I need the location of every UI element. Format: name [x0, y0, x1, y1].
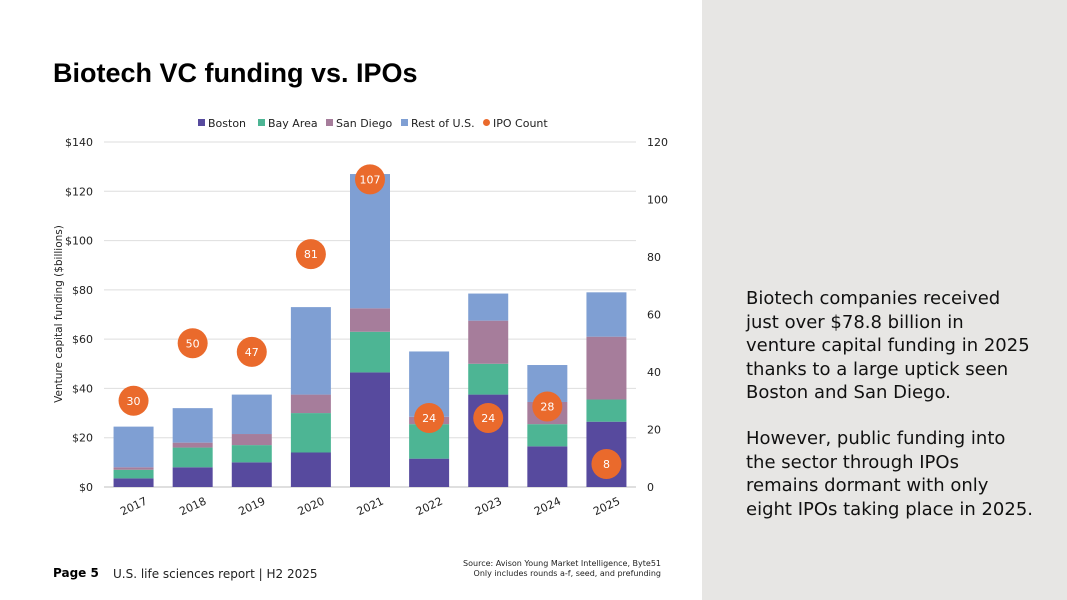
y2-tick-label: 20	[647, 424, 661, 437]
bar-bay-area-2019	[231, 445, 272, 463]
bar-rest-of-u-s-2017	[113, 426, 154, 468]
bar-san-diego-2017	[113, 467, 154, 470]
ipo-label: 24	[422, 412, 436, 425]
ipo-label: 30	[127, 395, 141, 408]
bar-rest-of-u-s-2023	[468, 293, 509, 321]
legend-label: IPO Count	[493, 117, 548, 130]
ipo-marker-2018	[177, 328, 208, 359]
legend-swatch	[198, 119, 205, 126]
source-note: Source: Avison Young Market Intelligence…	[463, 559, 661, 578]
bar-boston-2020	[290, 452, 331, 487]
y-tick-label: $140	[65, 136, 93, 149]
ipo-label: 50	[186, 337, 200, 350]
ipo-marker-2022	[414, 403, 445, 433]
ipo-label: 107	[360, 173, 381, 186]
report-name: U.S. life sciences report | H2 2025	[113, 567, 318, 581]
legend-label: Bay Area	[268, 117, 318, 130]
x-axis: 2017 2018 2019 2020 2021 2022 2023 2024 2025	[118, 495, 622, 519]
bar-bay-area-2025	[586, 399, 627, 422]
summary-paragraph-2: However, public funding into the sector …	[746, 428, 1033, 520]
ipo-marker-2023	[473, 403, 504, 433]
page-title: Biotech VC funding vs. IPOs	[53, 58, 418, 88]
source-line-1: Source: Avison Young Market Intelligence…	[463, 559, 661, 568]
ipo-label: 81	[304, 248, 318, 261]
bar-bay-area-2023	[468, 363, 509, 395]
legend-swatch	[483, 119, 490, 126]
bar-san-diego-2021	[350, 308, 390, 332]
bar-bay-area-2020	[290, 413, 331, 453]
legend-label: Boston	[208, 117, 246, 130]
bar-boston-2024	[527, 446, 568, 487]
ipo-marker-2019	[236, 336, 267, 367]
bar-boston-2022	[409, 458, 450, 487]
ipo-markers: 30 50 47 81 107 24 24 28 8	[118, 164, 622, 479]
bar-bay-area-2018	[172, 447, 213, 468]
chart-legend: Boston Bay Area San Diego Rest of U.S. IPO C…	[198, 117, 548, 130]
legend-label: Rest of U.S.	[411, 117, 475, 130]
y-tick-label: $100	[65, 235, 93, 248]
x-tick-label: 2020	[296, 495, 327, 519]
bar-san-diego-2019	[231, 434, 272, 446]
y-tick-label: $0	[79, 481, 93, 494]
bar-rest-of-u-s-2018	[172, 408, 213, 443]
bar-san-diego-2020	[290, 394, 331, 414]
y2-tick-label: 80	[647, 251, 661, 264]
bar-san-diego-2025	[586, 336, 627, 400]
bar-boston-2019	[231, 462, 272, 487]
ipo-label: 47	[245, 346, 259, 359]
y-axis-label: Venture capital funding ($billions)	[53, 225, 65, 403]
bar-rest-of-u-s-2019	[231, 394, 272, 435]
ipo-marker-2024	[532, 391, 563, 422]
x-tick-label: 2022	[414, 495, 445, 519]
bar-bay-area-2021	[350, 331, 390, 373]
y2-tick-label: 120	[647, 136, 668, 149]
ipo-label: 28	[540, 401, 554, 414]
bar-boston-2018	[172, 467, 213, 487]
bar-bay-area-2024	[527, 424, 568, 447]
y-axis-right: 0 20 40 60 80 100 120	[647, 136, 668, 494]
x-tick-label: 2023	[473, 495, 504, 519]
bar-bay-area-2017	[113, 469, 154, 479]
y-tick-label: $80	[72, 284, 93, 297]
y2-tick-label: 40	[647, 366, 661, 379]
y-axis-left: $0 $20 $40 $60 $80 $100 $120 $140	[65, 136, 93, 494]
y-tick-label: $120	[65, 185, 93, 198]
ipo-marker-2025	[591, 449, 622, 479]
y-tick-label: $40	[72, 382, 93, 395]
y2-tick-label: 100	[647, 194, 668, 207]
summary-paragraph-1: Biotech companies received just over $78…	[746, 288, 1030, 403]
ipo-marker-2020	[295, 239, 326, 270]
legend-label: San Diego	[336, 117, 392, 130]
legend-swatch	[326, 119, 333, 126]
x-tick-label: 2025	[591, 495, 622, 519]
y2-tick-label: 60	[647, 309, 661, 322]
source-line-2: Only includes rounds a-f, seed, and pref…	[473, 568, 661, 578]
y-tick-label: $60	[72, 333, 93, 346]
bar-rest-of-u-s-2020	[290, 307, 331, 395]
bar-san-diego-2023	[468, 320, 509, 364]
ipo-label: 8	[603, 458, 610, 471]
x-tick-label: 2018	[177, 495, 208, 519]
y2-tick-label: 0	[647, 481, 654, 494]
bar-boston-2021	[350, 372, 390, 487]
x-tick-label: 2021	[355, 495, 386, 519]
x-tick-label: 2024	[532, 495, 563, 519]
legend-swatch	[258, 119, 265, 126]
bar-san-diego-2018	[172, 442, 213, 448]
x-tick-label: 2019	[237, 495, 268, 519]
ipo-label: 24	[481, 412, 495, 425]
bar-rest-of-u-s-2025	[586, 292, 627, 337]
y-tick-label: $20	[72, 432, 93, 445]
bar-boston-2017	[113, 478, 154, 487]
bar-rest-of-u-s-2021	[350, 174, 390, 309]
page-number: Page 5	[53, 566, 99, 580]
side-panel	[702, 0, 1067, 600]
ipo-marker-2017	[118, 385, 149, 416]
x-tick-label: 2017	[118, 495, 149, 519]
ipo-marker-2021	[355, 164, 385, 195]
legend-swatch	[401, 119, 408, 126]
funding-chart: $0 $20 $40 $60 $80 $100 $120 $140 0 20 40 60 80 100 1…	[53, 117, 668, 519]
